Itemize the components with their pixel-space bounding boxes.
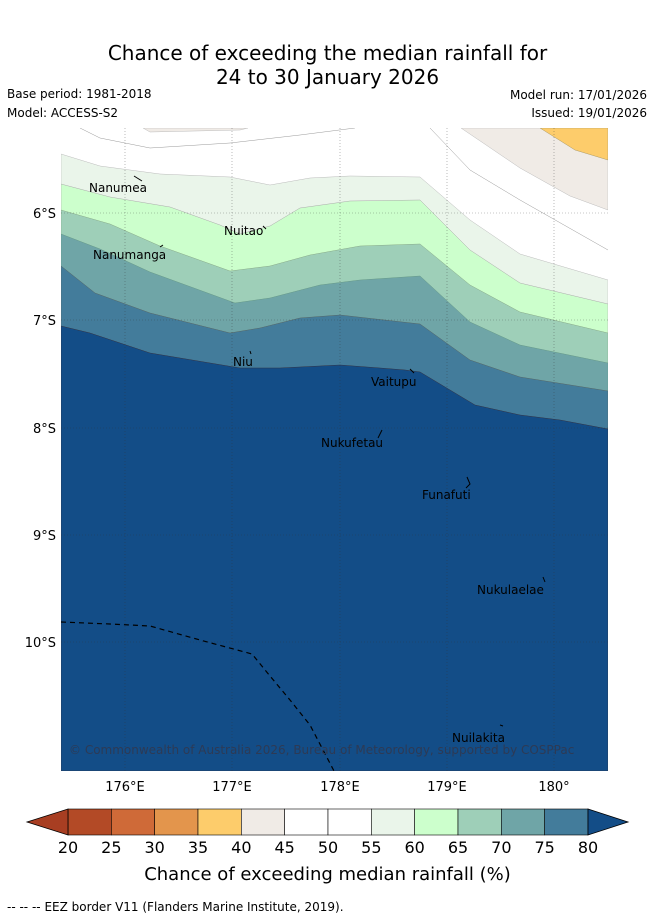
colorbar-cell xyxy=(457,808,502,836)
colorbar-tick-label: 50 xyxy=(318,838,338,857)
colorbar-cell xyxy=(544,808,589,836)
island-mark-funafuti xyxy=(465,476,471,489)
contour-line-50-right xyxy=(429,128,608,251)
island-mark-nukulaelae xyxy=(542,576,546,583)
copyright-credit: © Commonwealth of Australia 2026, Bureau… xyxy=(69,743,574,757)
place-label-funafuti: Funafuti xyxy=(422,488,471,502)
place-label-nukulaelae: Nukulaelae xyxy=(477,583,544,597)
lat-label-8s: 8°S xyxy=(33,422,56,437)
colorbar-tick-label: 45 xyxy=(274,838,294,857)
island-mark-nanumanga xyxy=(159,244,164,248)
place-label-nukufetau: Nukufetau xyxy=(321,436,383,450)
colorbar-cell xyxy=(67,808,112,836)
colorbar-cell xyxy=(197,808,242,836)
eez-legend-symbol: -- -- -- xyxy=(7,900,41,914)
colorbar-tick-label: 55 xyxy=(361,838,381,857)
colorbar-tick-label: 25 xyxy=(101,838,121,857)
colorbar-cell xyxy=(284,808,329,836)
model-run: Model run: 17/01/2026 xyxy=(509,88,647,102)
island-mark-nuilakita xyxy=(499,724,504,727)
colorbar-tick-label: 70 xyxy=(491,838,511,857)
colorbar-tick-label: 65 xyxy=(448,838,468,857)
colorbar-cell xyxy=(241,808,285,836)
place-label-niu: Niu xyxy=(233,355,253,369)
lat-label-7s: 7°S xyxy=(33,314,56,329)
base-period: Base period: 1981-2018 xyxy=(7,87,152,101)
colorbar-tick-label: 35 xyxy=(188,838,208,857)
gridlines xyxy=(61,128,608,771)
band-40-45-top xyxy=(142,128,249,133)
lon-label-176e: 176°E xyxy=(105,780,145,795)
place-label-nuilakita: Nuilakita xyxy=(452,731,505,745)
map-figure: Nanumea Nuitao Nanumanga Niu Vaitupu Nuk… xyxy=(25,128,608,795)
colorbar: 20 25 30 35 40 45 50 55 60 65 70 75 80 xyxy=(25,808,630,857)
map-title-line2: 24 to 30 January 2026 xyxy=(215,65,440,89)
band-35-40-corner xyxy=(539,128,608,161)
colorbar-label: Chance of exceeding median rainfall (%) xyxy=(144,864,511,885)
place-label-nanumanga: Nanumanga xyxy=(93,248,166,262)
lon-label-180: 180° xyxy=(538,780,569,795)
island-marks xyxy=(133,175,546,727)
lon-label-178e: 178°E xyxy=(320,780,360,795)
colorbar-tick-label: 20 xyxy=(58,838,78,857)
contour-line-50 xyxy=(79,128,356,149)
place-label-nanumea: Nanumea xyxy=(89,181,147,195)
colorbar-tick-label: 40 xyxy=(231,838,251,857)
colorbar-under-arrow xyxy=(25,808,69,836)
colorbar-cell xyxy=(371,808,415,836)
colorbar-tick-label: 80 xyxy=(578,838,598,857)
map-area: Nanumea Nuitao Nanumanga Niu Vaitupu Nuk… xyxy=(61,128,608,771)
lat-label-6s: 6°S xyxy=(33,207,56,222)
colorbar-over-arrow xyxy=(587,808,630,836)
island-mark-nuitao xyxy=(262,225,267,230)
eez-legend-text: EEZ border V11 (Flanders Marine Institut… xyxy=(44,900,344,914)
colorbar-cell xyxy=(111,808,155,836)
colorbar-cell xyxy=(414,808,459,836)
colorbar-cell xyxy=(327,808,372,836)
model-name: Model: ACCESS-S2 xyxy=(7,106,119,120)
place-label-nuitao: Nuitao xyxy=(224,224,263,238)
island-mark-niu xyxy=(249,350,252,355)
colorbar-cell xyxy=(501,808,545,836)
island-mark-nanumea xyxy=(133,175,143,182)
lon-label-177e: 177°E xyxy=(212,780,252,795)
issued-date: Issued: 19/01/2026 xyxy=(531,106,647,120)
colorbar-tick-label: 75 xyxy=(534,838,554,857)
place-label-vaitupu: Vaitupu xyxy=(371,375,417,389)
lat-label-9s: 9°S xyxy=(33,529,56,544)
band-40-45-topright xyxy=(460,128,608,211)
lon-label-179e: 179°E xyxy=(427,780,467,795)
eez-legend: -- -- -- EEZ border V11 (Flanders Marine… xyxy=(7,900,344,914)
colorbar-tick-label: 30 xyxy=(144,838,164,857)
colorbar-cell xyxy=(154,808,199,836)
island-mark-nukufetau xyxy=(377,429,383,439)
island-mark-vaitupu xyxy=(409,368,415,374)
lat-label-10s: 10°S xyxy=(25,636,56,651)
band-80-plus xyxy=(61,325,608,771)
map-title-line1: Chance of exceeding the median rainfall … xyxy=(107,41,548,65)
colorbar-tick-label: 60 xyxy=(404,838,424,857)
